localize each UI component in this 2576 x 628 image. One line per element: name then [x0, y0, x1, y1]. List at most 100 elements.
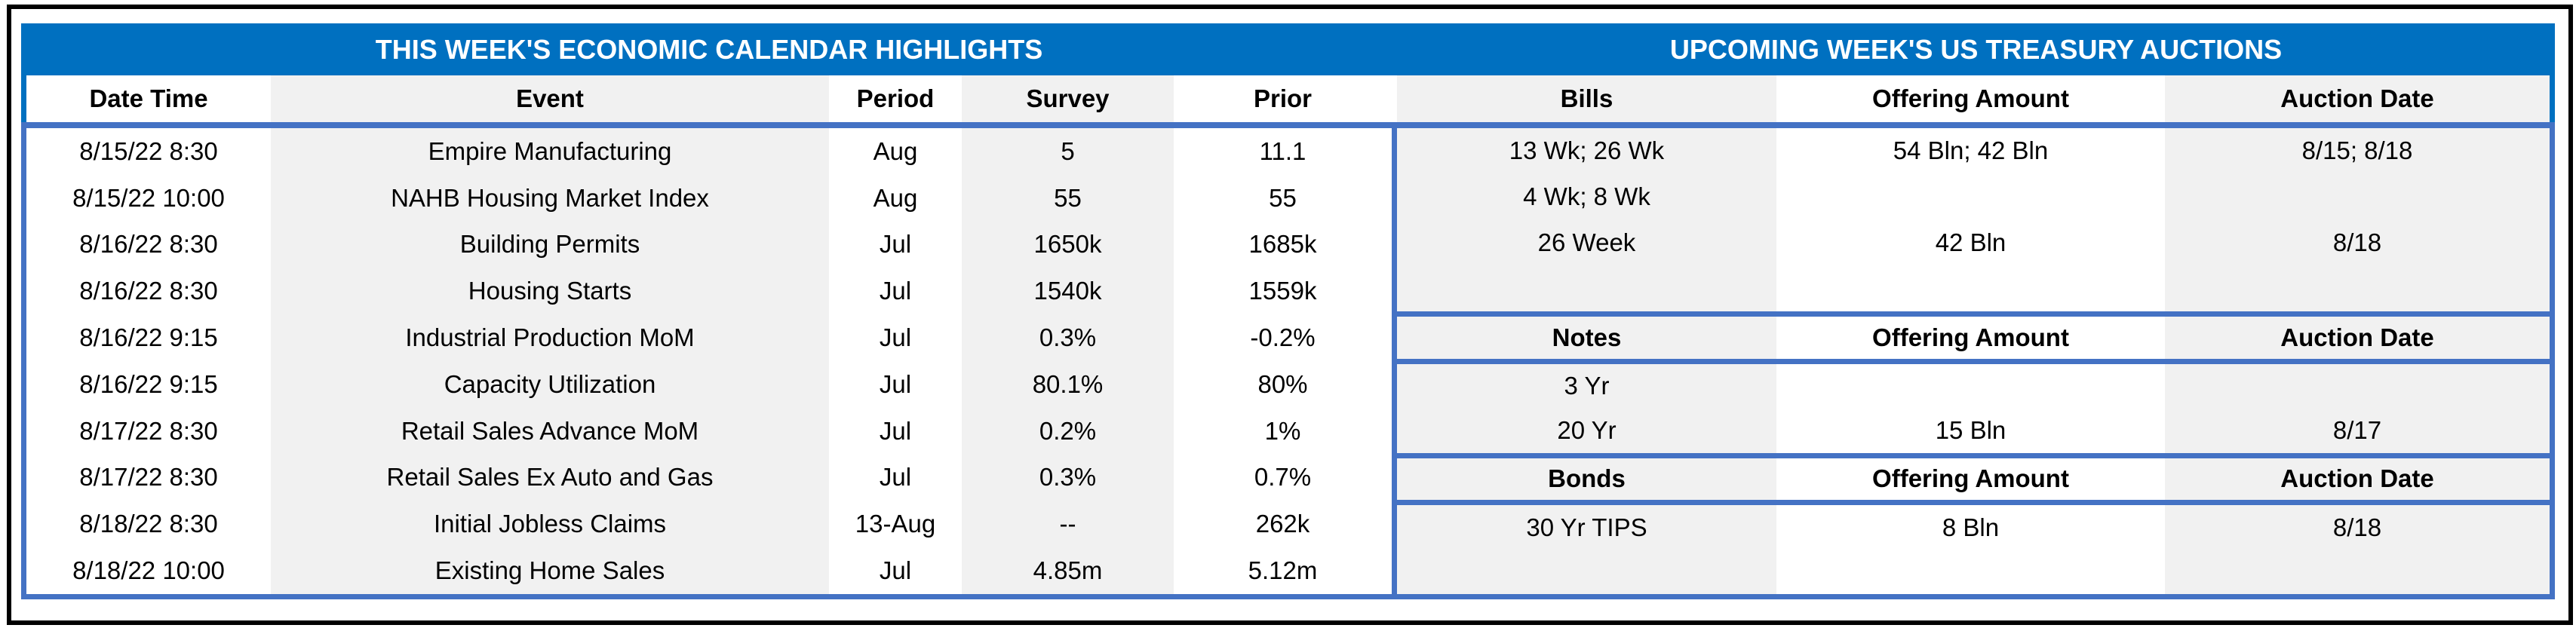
column-header-event: Event — [271, 75, 829, 122]
calendar-cell: 13-Aug — [855, 510, 936, 538]
bonds-section-header: Bonds Offering Amount Auction Date — [1397, 458, 2550, 505]
calendar-row: 8/17/22 8:30 Retail Sales Advance MoM Jul 0… — [26, 407, 1392, 455]
calendar-column-headers: Date Time Event Period Survey Prior — [21, 75, 1397, 122]
bonds-offering-amount-header: Offering Amount — [1872, 464, 2069, 493]
auction-row: 3 Yr — [1397, 363, 2550, 409]
calendar-cell: Jul — [879, 556, 912, 585]
report-frame — [7, 5, 2573, 625]
calendar-cell: 1685k — [1248, 230, 1317, 259]
report-content: THIS WEEK'S ECONOMIC CALENDAR HIGHLIGHTS… — [21, 23, 2555, 599]
auction-cell — [2165, 363, 2550, 409]
calendar-cell: Retail Sales Advance MoM — [271, 407, 829, 455]
auction-cell: 13 Wk; 26 Wk — [1397, 128, 1776, 174]
calendar-cell: Industrial Production MoM — [271, 314, 829, 361]
economic-calendar-rows: 8/15/22 8:30 Empire Manufacturing Aug 5 11.1… — [21, 128, 1397, 599]
calendar-cell: 0.2% — [962, 407, 1174, 455]
calendar-cell: 11.1 — [1259, 136, 1306, 165]
calendar-cell: 8/16/22 8:30 — [79, 277, 218, 305]
auction-cell — [2165, 265, 2550, 311]
calendar-row: 8/16/22 8:30 Housing Starts Jul 1540k 1559k — [26, 268, 1392, 315]
calendar-cell: 5.12m — [1248, 556, 1318, 585]
calendar-cell: 1559k — [1248, 277, 1317, 305]
calendar-cell: NAHB Housing Market Index — [271, 174, 829, 222]
notes-offering-amount-header: Offering Amount — [1872, 323, 2069, 351]
calendar-cell: Jul — [879, 369, 912, 398]
calendar-row: 8/16/22 8:30 Building Permits Jul 1650k 1685… — [26, 221, 1392, 268]
auction-column-headers: Bills Offering Amount Auction Date — [1397, 75, 2555, 122]
treasury-auctions-panel: 13 Wk; 26 Wk 54 Bln; 42 Bln 8/15; 8/18 4 Wk… — [1397, 128, 2555, 599]
calendar-cell: Initial Jobless Claims — [271, 501, 829, 548]
auction-cell: 54 Bln; 42 Bln — [1893, 136, 2049, 165]
auction-row: 20 Yr 15 Bln 8/17 — [1397, 408, 2550, 453]
header-divider-line — [21, 122, 2555, 128]
calendar-cell: 5 — [962, 128, 1174, 175]
calendar-cell: 55 — [1269, 183, 1297, 212]
calendar-row: 8/16/22 9:15 Capacity Utilization Jul 80.1%… — [26, 360, 1392, 408]
column-header-bills: Bills — [1397, 75, 1776, 122]
calendar-cell: Aug — [873, 183, 918, 212]
auction-cell: 30 Yr TIPS — [1397, 505, 1776, 550]
auction-cell — [2165, 173, 2550, 220]
calendar-cell: Capacity Utilization — [271, 360, 829, 408]
calendar-cell: Retail Sales Ex Auto and Gas — [271, 454, 829, 501]
calendar-row: 8/15/22 10:00 NAHB Housing Market Index Au… — [26, 174, 1392, 222]
column-header-prior: Prior — [1253, 84, 1313, 112]
auction-cell: 3 Yr — [1397, 363, 1776, 409]
calendar-cell: 80% — [1257, 369, 1308, 398]
calendar-cell: 1% — [1264, 416, 1301, 445]
calendar-cell: 80.1% — [962, 360, 1174, 408]
auction-cell — [1776, 364, 2165, 409]
column-header-date-time: Date Time — [89, 84, 208, 112]
calendar-cell: Building Permits — [271, 221, 829, 268]
auction-cell: 26 Week — [1397, 219, 1776, 266]
calendar-cell: Jul — [879, 463, 912, 492]
auction-cell: 8/17 — [2165, 408, 2550, 453]
auction-cell — [1776, 265, 2165, 311]
auction-cell — [1397, 265, 1776, 311]
calendar-cell: Empire Manufacturing — [271, 128, 829, 175]
auction-row: 26 Week 42 Bln 8/18 — [1397, 219, 2550, 266]
auction-cell: 8/18 — [2165, 505, 2550, 550]
calendar-row: 8/17/22 8:30 Retail Sales Ex Auto and Gas… — [26, 454, 1392, 501]
bonds-auction-date-header: Auction Date — [2165, 458, 2550, 500]
calendar-cell: Jul — [879, 277, 912, 305]
auction-cell: 8 Bln — [1942, 513, 2000, 541]
calendar-cell: 8/16/22 8:30 — [79, 230, 218, 259]
calendar-row: 8/18/22 10:00 Existing Home Sales Jul 4.85m… — [26, 547, 1392, 594]
economic-calendar-title: THIS WEEK'S ECONOMIC CALENDAR HIGHLIGHTS — [375, 33, 1043, 65]
calendar-cell: 0.7% — [1254, 463, 1312, 492]
calendar-cell: Jul — [879, 230, 912, 259]
calendar-cell: -0.2% — [1250, 323, 1316, 352]
bonds-section-rows: 30 Yr TIPS 8 Bln 8/18 — [1397, 505, 2550, 599]
auction-cell: 4 Wk; 8 Wk — [1397, 173, 1776, 220]
calendar-cell: 4.85m — [962, 547, 1174, 594]
auction-row: 13 Wk; 26 Wk 54 Bln; 42 Bln 8/15; 8/18 — [1397, 128, 2550, 174]
calendar-cell: -- — [962, 501, 1174, 548]
auction-row: 30 Yr TIPS 8 Bln 8/18 — [1397, 505, 2550, 550]
column-header-survey: Survey — [962, 75, 1174, 122]
calendar-cell: Jul — [879, 323, 912, 352]
bonds-header-label: Bonds — [1397, 458, 1776, 500]
auction-cell — [1397, 550, 1776, 594]
auction-row — [1397, 550, 2550, 594]
calendar-row: 8/16/22 9:15 Industrial Production MoM Jul… — [26, 314, 1392, 361]
auction-row: 4 Wk; 8 Wk — [1397, 173, 2550, 220]
calendar-cell: Existing Home Sales — [271, 547, 829, 594]
calendar-cell: 1650k — [962, 221, 1174, 268]
auction-cell: 8/15; 8/18 — [2165, 128, 2550, 174]
calendar-cell: 8/16/22 9:15 — [79, 369, 218, 398]
auction-cell: 42 Bln — [1935, 228, 2006, 256]
treasury-auctions-title: UPCOMING WEEK'S US TREASURY AUCTIONS — [1669, 33, 2283, 65]
auction-cell — [2165, 550, 2550, 594]
auction-cell — [1776, 174, 2165, 220]
calendar-cell: 8/15/22 8:30 — [79, 136, 218, 165]
notes-section-header: Notes Offering Amount Auction Date — [1397, 317, 2550, 364]
calendar-row: 8/15/22 8:30 Empire Manufacturing Aug 5 11.1 — [26, 128, 1392, 175]
calendar-cell: 8/18/22 10:00 — [72, 556, 225, 585]
auction-cell — [1776, 550, 2165, 594]
calendar-row: 8/18/22 8:30 Initial Jobless Claims 13-Aug… — [26, 501, 1392, 548]
table-body: 8/15/22 8:30 Empire Manufacturing Aug 5 11.1… — [21, 128, 2555, 599]
column-header-period: Period — [856, 84, 935, 112]
calendar-cell: 8/17/22 8:30 — [79, 463, 218, 492]
calendar-cell: 0.3% — [962, 314, 1174, 361]
